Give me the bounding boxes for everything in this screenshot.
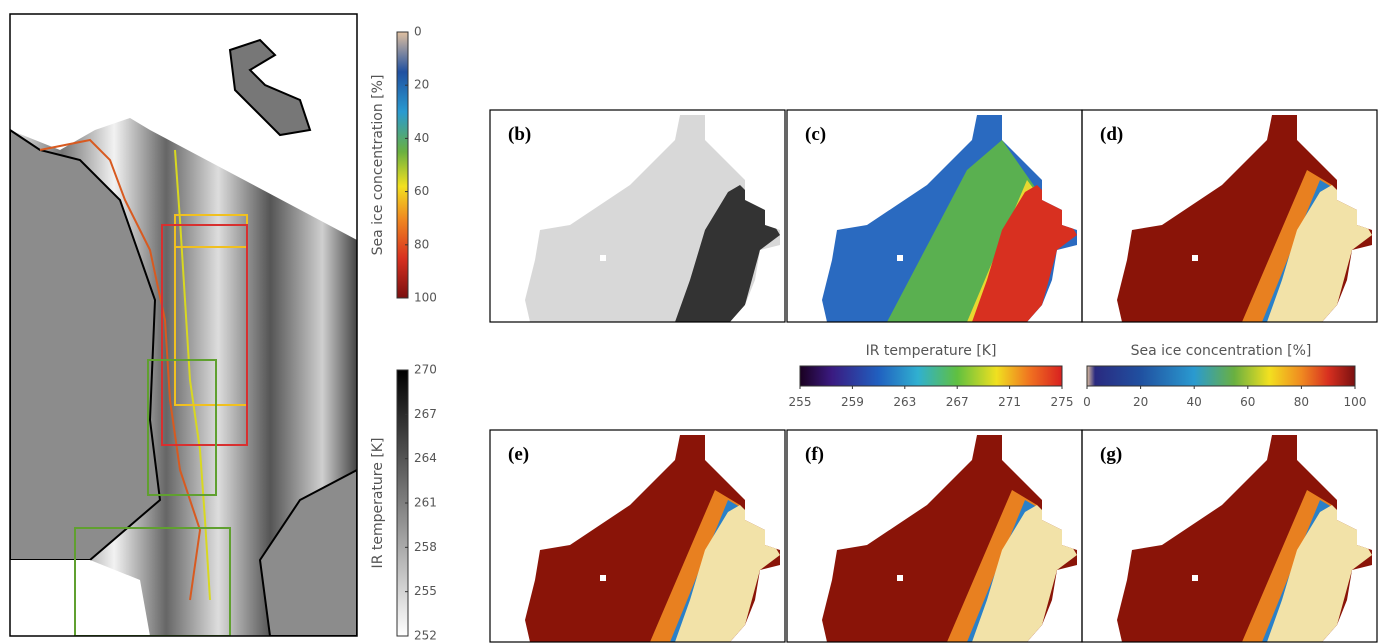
dot [897,575,903,581]
colorbar-tick-label: 20 [1133,395,1148,409]
colorbar-tick-label: 271 [998,395,1021,409]
colorbar-tick-label: 100 [1344,395,1367,409]
colorbar-tick-label: 0 [1083,395,1091,409]
dot [600,255,606,261]
ir-red [972,185,1077,322]
panel-map [822,115,1077,322]
map-a [10,14,357,636]
panel-frame [1081,109,1378,323]
colorbar-tick-label: 20 [414,78,429,92]
colorbar-tick-label: 259 [841,395,864,409]
panel-label: (d) [1100,124,1123,145]
open-water [972,505,1077,642]
panel-label: (c) [805,124,826,145]
colorbar-tick-label: 40 [414,131,429,145]
colorbar-tick-label: 261 [414,496,437,510]
colorbar-tick-label: 40 [1187,395,1202,409]
open-water [675,505,780,642]
colorbar-ice-h [1086,365,1356,387]
dot [897,255,903,261]
panel-label: (a) [16,606,38,627]
panel-frame [489,109,786,323]
colorbar-ice [396,31,409,299]
dot [600,575,606,581]
panel-frame [1081,429,1378,643]
colorbar-ir-h [799,365,1063,387]
panel-map [525,115,780,322]
colorbar-tick-label: 60 [1240,395,1255,409]
panel-label: (f) [805,444,824,465]
colorbar-tick-label: 255 [789,395,812,409]
dot [1192,255,1198,261]
panel-label: (e) [508,444,529,465]
colorbar-tick-label: 60 [414,184,429,198]
colorbar-tick-label: 252 [414,629,437,643]
panel [489,109,786,323]
colorbar-tick-label: 80 [1294,395,1309,409]
colorbar-tick-label: 270 [414,363,437,377]
colorbar-title: Sea ice concentration [%] [370,75,386,256]
panel [786,429,1083,643]
colorbar-tick-label: 80 [414,237,429,251]
open-water [1267,505,1372,642]
colorbar-tick-label: 275 [1051,395,1074,409]
colorbar-tick-label: 255 [414,584,437,598]
colorbar-tick-label: 267 [414,407,437,421]
ir-dark [675,185,780,322]
panel [1081,109,1378,323]
dot [1192,575,1198,581]
colorbar-tick-label: 0 [414,25,422,39]
panel-label: (g) [1100,444,1122,465]
colorbar-tick-label: 267 [946,395,969,409]
colorbar-tick-label: 264 [414,451,437,465]
colorbar-tick-label: 100 [414,291,437,305]
panel-map [1117,115,1372,322]
panel-frame [489,429,786,643]
colorbar-title: Sea ice concentration [%] [1131,343,1312,359]
panel-label: (b) [508,124,531,145]
panel-map [525,435,780,642]
colorbar-tick-label: 263 [893,395,916,409]
colorbar-title: IR temperature [K] [370,438,386,569]
frame-a [9,13,358,637]
panel [1081,429,1378,643]
colorbar-tick-label: 258 [414,540,437,554]
panel-map [1117,435,1372,642]
open-water [1267,185,1372,322]
panel [489,429,786,643]
panel [786,109,1083,323]
colorbar-title: IR temperature [K] [866,343,997,359]
panel-map [822,435,1077,642]
